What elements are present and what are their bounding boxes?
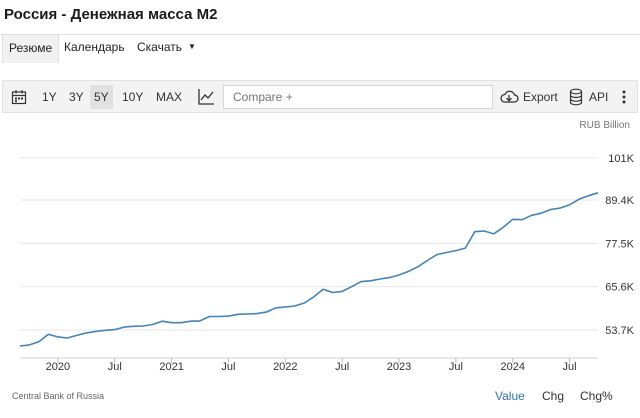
range-3y-button[interactable]: 3Y [69, 90, 84, 104]
x-tick-label: 2024 [500, 361, 524, 373]
api-button[interactable]: API [589, 90, 609, 104]
y-tick-label: 53.7K [605, 325, 634, 337]
range-5y-button[interactable]: 5Y [90, 85, 113, 109]
x-tick-label: Jul [335, 361, 349, 373]
y-tick-label: 89.4K [605, 195, 634, 207]
range-10y-button[interactable]: 10Y [122, 90, 144, 104]
compare-input[interactable] [223, 85, 493, 109]
tab-bar: Резюме Календарь Скачать ▼ [0, 34, 640, 64]
x-tick-label: Jul [108, 361, 122, 373]
export-button[interactable]: Export [523, 90, 558, 104]
series-line [19, 192, 599, 347]
x-tick-label: 2020 [46, 361, 70, 373]
x-tick-label: 2023 [387, 361, 411, 373]
database-icon[interactable] [569, 88, 583, 106]
x-tick-label: 2022 [273, 361, 297, 373]
range-max-button[interactable]: MAX [156, 90, 183, 104]
y-tick-label: 65.6K [605, 282, 634, 294]
chg-pct-link[interactable]: Chg% [580, 389, 613, 403]
line-chart-icon[interactable] [197, 88, 215, 106]
x-tick-label: 2021 [159, 361, 183, 373]
value-link[interactable]: Value [495, 389, 525, 403]
title-bar: Россия - Денежная масса M2 [0, 0, 640, 35]
chart-toolbar: 1Y 3Y 5Y 10Y MAX Export API [2, 80, 638, 113]
x-tick-label: Jul [221, 361, 235, 373]
tab-download[interactable]: Скачать ▼ [137, 34, 196, 62]
caret-down-icon: ▼ [188, 42, 196, 51]
x-tick-label: Jul [449, 361, 463, 373]
x-tick-label: Jul [563, 361, 577, 373]
source-label: Central Bank of Russia [12, 391, 105, 401]
tab-summary[interactable]: Резюме [2, 34, 60, 63]
y-tick-label: 77.5K [605, 238, 634, 250]
page-title: Россия - Денежная масса M2 [4, 6, 218, 23]
range-1y-button[interactable]: 1Y [42, 90, 57, 104]
tab-download-label: Скачать [137, 40, 182, 54]
unit-label: RUB Billion [579, 120, 630, 131]
tab-calendar[interactable]: Календарь [64, 40, 125, 54]
vertical-dots-icon[interactable] [622, 90, 626, 104]
line-chart: 53.7K 65.6K 77.5K 89.4K 101K 2020 Jul 2021 Jul 20… [19, 153, 635, 373]
calendar-icon[interactable] [11, 89, 27, 105]
cloud-download-icon[interactable] [499, 89, 519, 105]
y-tick-label: 101K [608, 153, 634, 165]
chg-link[interactable]: Chg [542, 389, 565, 403]
